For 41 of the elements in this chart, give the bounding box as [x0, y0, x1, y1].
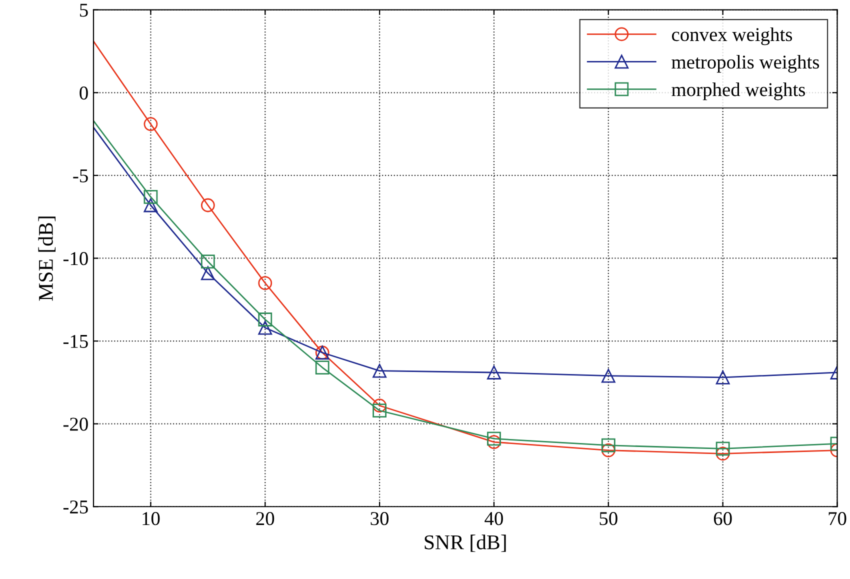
y-tick-label: -10 — [63, 252, 88, 266]
point — [716, 442, 730, 456]
point — [200, 254, 215, 268]
point — [200, 198, 215, 212]
point — [315, 360, 330, 374]
x-tick-label: 60 — [714, 512, 732, 526]
point — [487, 366, 501, 380]
y-tick-label: -5 — [73, 169, 88, 182]
point — [716, 446, 730, 461]
point — [144, 198, 158, 212]
point — [601, 438, 616, 452]
y-tick-label: 0 — [80, 86, 88, 100]
point — [258, 320, 272, 335]
point — [601, 443, 616, 458]
legend-label: morphed weights — [672, 82, 805, 100]
point — [258, 276, 272, 290]
y-tick-label: -15 — [63, 334, 88, 348]
point — [200, 266, 215, 280]
point — [372, 398, 387, 413]
y-tick-label: -20 — [63, 418, 88, 431]
point — [601, 368, 616, 383]
x-tick-label: 30 — [370, 512, 389, 526]
y-tick-label: -25 — [63, 500, 88, 514]
legend-label: convex weights — [672, 27, 792, 46]
x-tick-label: 20 — [256, 512, 274, 526]
x-tick-label: 10 — [142, 512, 160, 526]
y-tick-label: 5 — [80, 4, 88, 17]
point — [258, 312, 272, 326]
point — [716, 370, 730, 384]
x-axis-title: SNR [dB] — [424, 534, 506, 552]
point — [487, 435, 501, 449]
x-tick-label: 40 — [484, 512, 503, 526]
legend-label: metropolis weights — [672, 54, 820, 73]
point — [144, 117, 158, 132]
point — [487, 432, 501, 446]
y-axis-title: MSE [dB] — [38, 216, 56, 301]
point — [372, 364, 387, 378]
point — [372, 404, 387, 418]
point — [144, 190, 158, 204]
x-tick-label: 50 — [600, 512, 618, 526]
x-tick-label: 70 — [828, 512, 846, 526]
